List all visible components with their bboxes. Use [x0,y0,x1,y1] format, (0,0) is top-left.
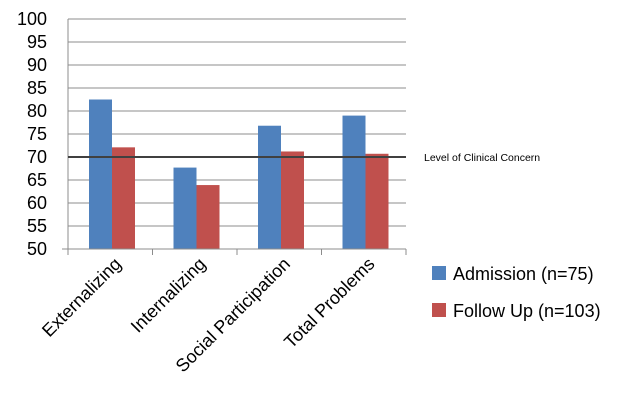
reference-line-group: Level of Clinical Concern [68,152,540,164]
y-tick-label: 60 [27,193,47,213]
y-tick-label: 65 [27,170,47,190]
y-axis-tick-labels: 50 55 60 65 70 75 80 85 90 95 100 [17,9,47,259]
axes [62,19,407,255]
y-tick-label: 55 [27,216,47,236]
bars [89,99,389,249]
y-tick-label: 100 [17,9,47,29]
y-tick-label: 95 [27,32,47,52]
bar-follow [196,185,220,249]
bar-admission [173,167,197,249]
legend-swatch [432,266,446,280]
y-tick-label: 50 [27,239,47,259]
reference-line-label: Level of Clinical Concern [424,152,540,164]
y-tick-label: 70 [27,147,47,167]
bar-admission [258,125,281,249]
x-tick-label: Total Problems [280,254,378,352]
y-tick-label: 80 [27,101,47,121]
y-tick-label: 85 [27,78,47,98]
y-tick-label: 75 [27,124,47,144]
x-tick-label: Internalizing [127,254,210,337]
bar-follow [281,151,304,249]
x-tick-label: Externalizing [38,254,125,341]
bar-follow [112,147,135,249]
legend-swatch [432,303,446,317]
legend: Admission (n=75) Follow Up (n=103) [432,264,601,321]
bar-admission [89,99,112,249]
y-tick-label: 90 [27,55,47,75]
bar-follow [365,153,389,249]
legend-label: Follow Up (n=103) [453,301,601,321]
legend-label: Admission (n=75) [453,264,594,284]
bar-admission [342,115,366,249]
